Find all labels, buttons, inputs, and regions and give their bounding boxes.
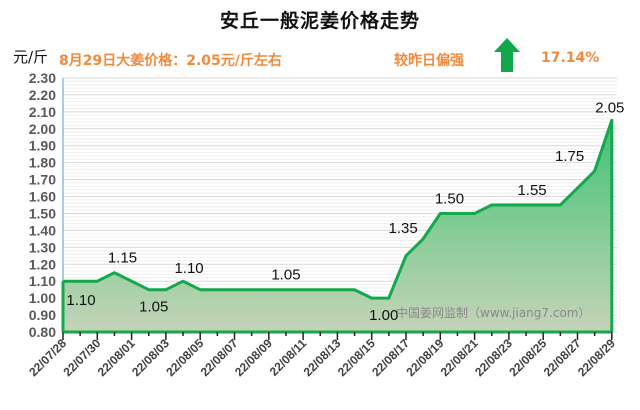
data-label: 1.55 [517,182,546,199]
y-tick-label: 1.10 [29,273,56,289]
y-tick-label: 2.10 [29,104,56,120]
y-tick-label: 0.90 [29,307,56,323]
data-label: 1.75 [555,148,584,165]
y-tick-label: 1.40 [29,222,56,238]
x-axis-labels: 22/07/2822/07/3022/08/0122/08/0322/08/05… [26,336,618,379]
y-axis-unit: 元/斤 [13,48,49,66]
y-axis-ticks: 0.800.901.001.101.201.301.401.501.601.70… [29,70,56,340]
change-percent: 17.14% [541,50,600,66]
data-label: 1.00 [369,307,398,324]
up-arrow-icon [494,38,520,72]
x-axis [61,281,613,340]
y-tick-label: 2.00 [29,121,56,137]
data-label: 2.05 [595,99,624,116]
data-label: 1.10 [174,260,203,277]
price-note: 8月29日大姜价格：2.05元/斤左右 [59,53,282,69]
price-line [63,118,614,332]
data-label: 1.05 [139,299,168,316]
data-label: 1.10 [66,292,95,309]
x-tick-label: 22/08/29 [575,336,618,379]
data-labels: 1.10 1.15 1.05 1.10 1.05 1.00 1.35 1.50 1.55 1.75… [66,99,624,324]
x-tick-label: 22/08/09 [232,336,275,379]
y-tick-label: 1.00 [29,290,56,306]
y-tick-label: 1.50 [29,205,56,221]
watermark: 中国姜网监制（www.jiang7.com） [396,305,590,320]
data-label: 1.15 [108,250,137,267]
y-tick-label: 2.30 [29,70,56,86]
y-tick-label: 1.30 [29,239,56,255]
y-tick-label: 1.70 [29,172,56,188]
compare-label: 较昨日偏强 [394,53,464,69]
data-label: 1.35 [389,220,418,237]
y-tick-label: 1.90 [29,138,56,154]
data-label: 1.50 [435,190,464,207]
y-tick-label: 1.20 [29,256,56,272]
y-tick-label: 1.60 [29,189,56,205]
y-tick-label: 1.80 [29,155,56,171]
data-label: 1.05 [271,267,300,284]
chart-title: 安丘一般泥姜价格走势 [219,10,420,32]
y-tick-label: 0.80 [29,324,56,340]
price-area [63,120,612,332]
y-tick-label: 2.20 [29,87,56,103]
